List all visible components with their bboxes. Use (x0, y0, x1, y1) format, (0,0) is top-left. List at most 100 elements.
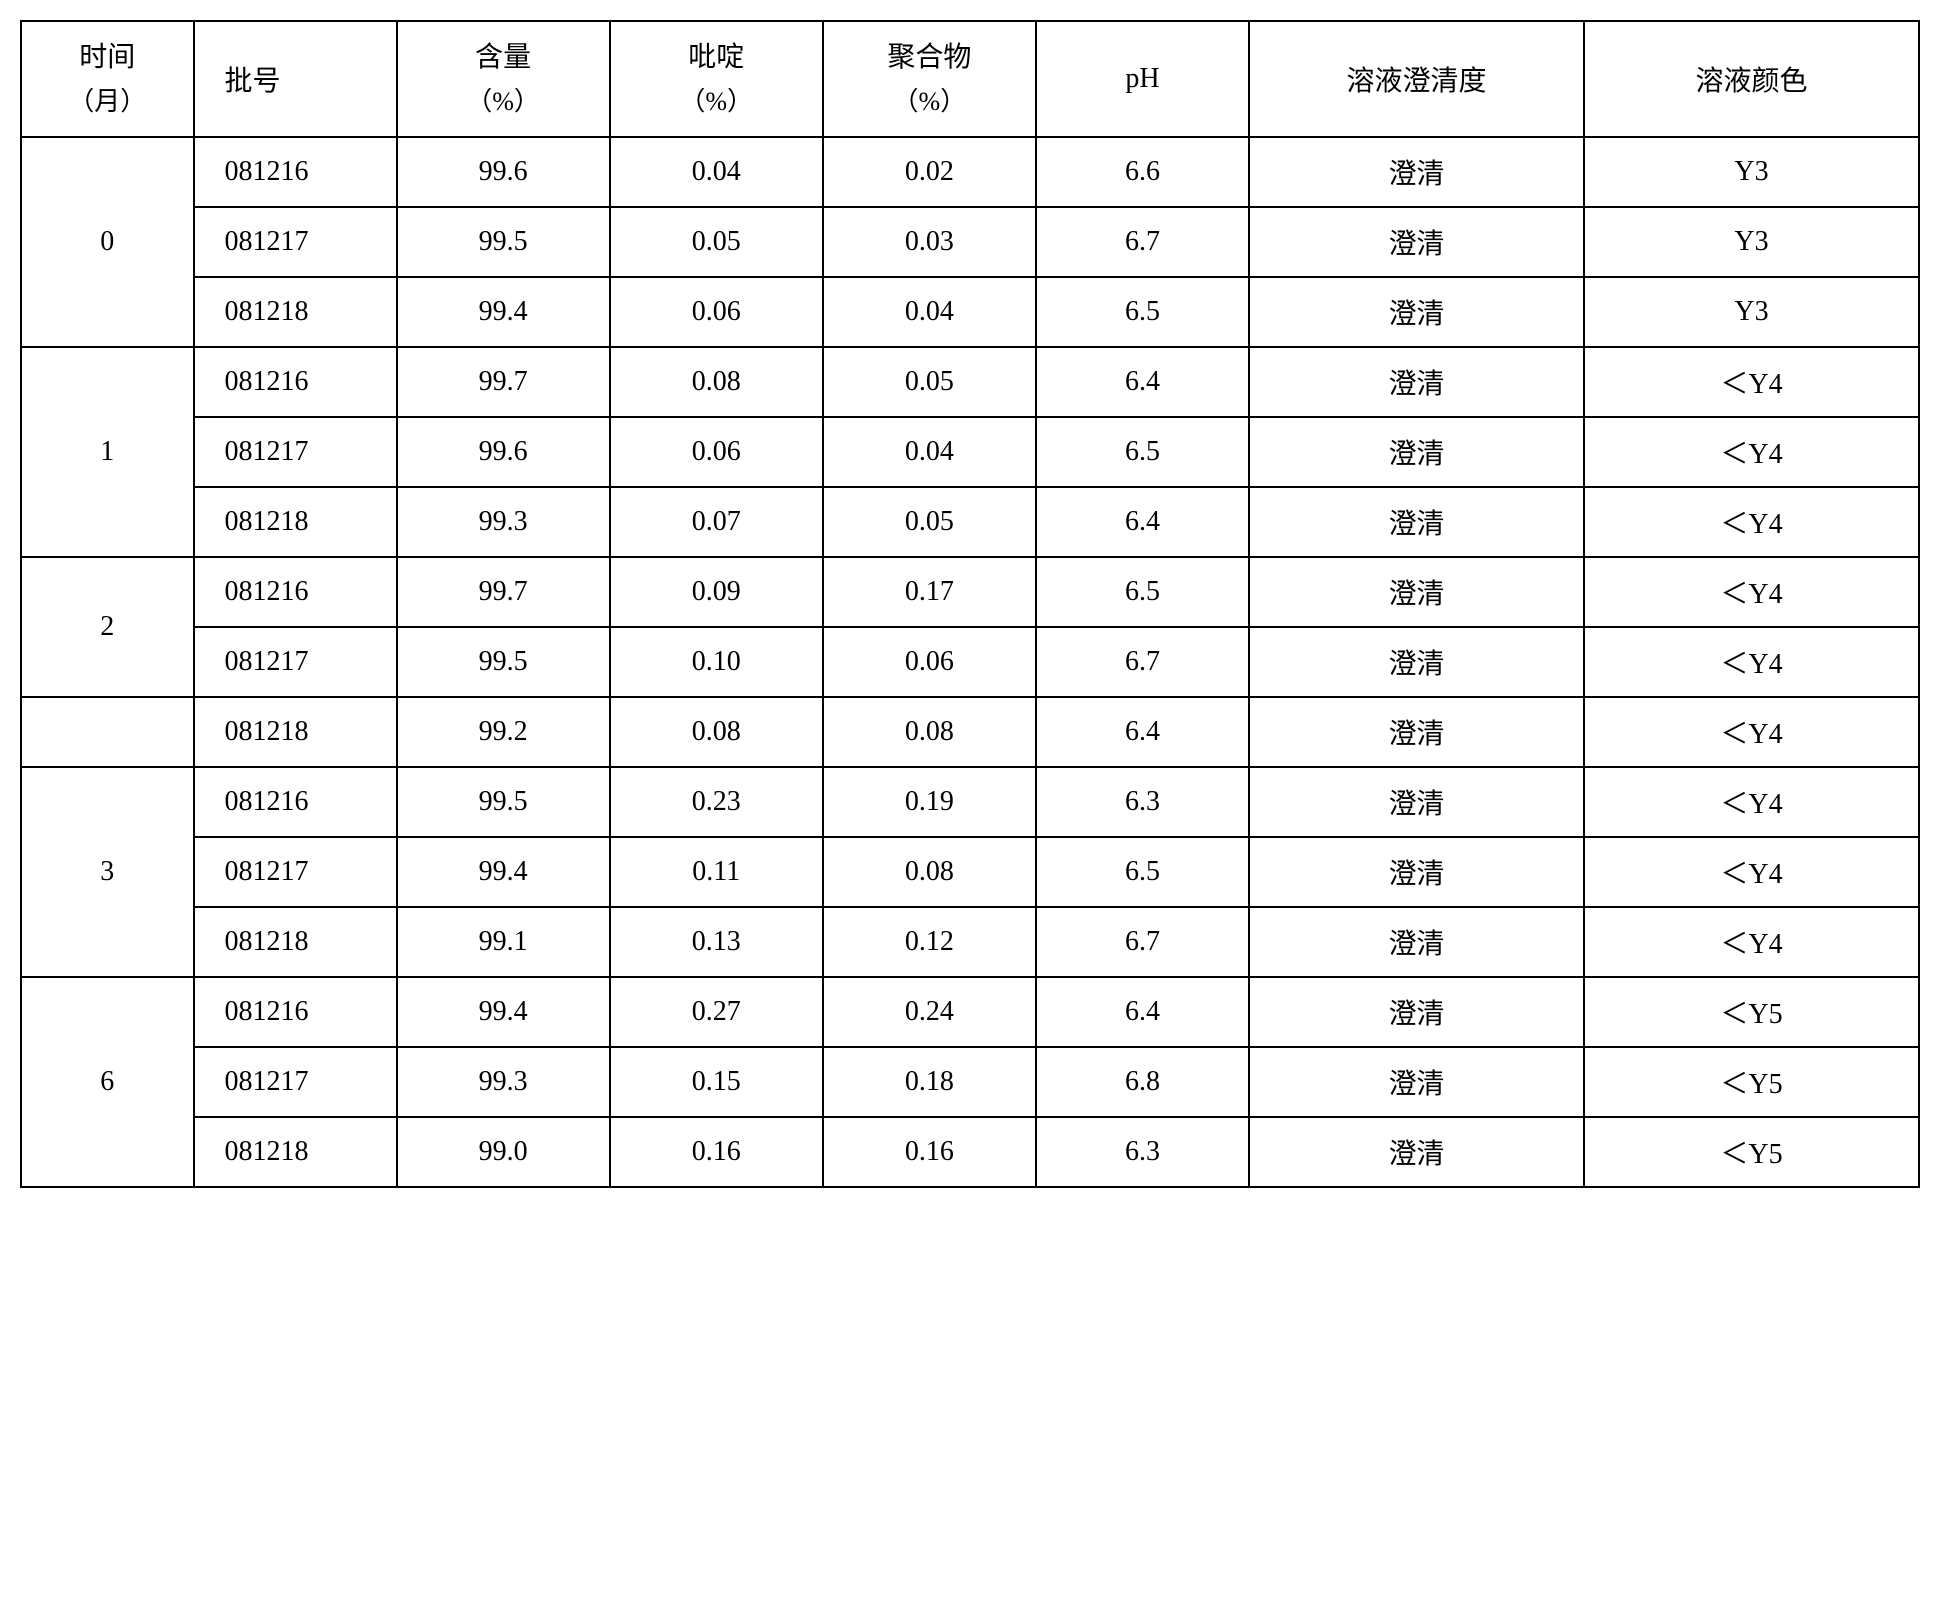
cell-color: ＜Y5 (1584, 977, 1919, 1047)
cell-polymer: 0.18 (823, 1047, 1036, 1117)
header-content-label: 含量 (475, 42, 531, 73)
header-polymer-unit: （%） (832, 81, 1027, 123)
table-row: 108121699.70.080.056.4澄清＜Y4 (21, 347, 1919, 417)
cell-polymer: 0.04 (823, 417, 1036, 487)
cell-color: ＜Y4 (1584, 907, 1919, 977)
cell-color: Y3 (1584, 137, 1919, 207)
table-body: 008121699.60.040.026.6澄清Y308121799.50.05… (21, 137, 1919, 1187)
cell-batch: 081216 (194, 767, 397, 837)
cell-content: 99.1 (397, 907, 610, 977)
cell-batch: 081217 (194, 417, 397, 487)
cell-ph: 6.4 (1036, 697, 1249, 767)
cell-clarity: 澄清 (1249, 487, 1584, 557)
table-row: 08121799.40.110.086.5澄清＜Y4 (21, 837, 1919, 907)
cell-time: 2 (21, 557, 194, 697)
cell-time: 0 (21, 137, 194, 347)
cell-polymer: 0.17 (823, 557, 1036, 627)
cell-color: ＜Y5 (1584, 1047, 1919, 1117)
table-row: 08121899.10.130.126.7澄清＜Y4 (21, 907, 1919, 977)
cell-batch: 081218 (194, 697, 397, 767)
cell-batch: 081216 (194, 977, 397, 1047)
cell-pyridine: 0.08 (610, 347, 823, 417)
cell-batch: 081217 (194, 627, 397, 697)
cell-content: 99.3 (397, 487, 610, 557)
cell-clarity: 澄清 (1249, 1047, 1584, 1117)
cell-batch: 081217 (194, 207, 397, 277)
cell-color: ＜Y4 (1584, 487, 1919, 557)
cell-color: Y3 (1584, 277, 1919, 347)
cell-batch: 081216 (194, 137, 397, 207)
cell-batch: 081217 (194, 1047, 397, 1117)
table-row: 008121699.60.040.026.6澄清Y3 (21, 137, 1919, 207)
header-content: 含量 （%） (397, 21, 610, 137)
cell-polymer: 0.06 (823, 627, 1036, 697)
table-header: 时间 （月） 批号 含量 （%） 吡啶 （%） 聚合物 （%） pH 溶 (21, 21, 1919, 137)
cell-time: 6 (21, 977, 194, 1187)
cell-pyridine: 0.05 (610, 207, 823, 277)
cell-pyridine: 0.08 (610, 697, 823, 767)
cell-clarity: 澄清 (1249, 767, 1584, 837)
cell-pyridine: 0.04 (610, 137, 823, 207)
header-pyridine: 吡啶 （%） (610, 21, 823, 137)
cell-content: 99.4 (397, 837, 610, 907)
cell-ph: 6.4 (1036, 977, 1249, 1047)
cell-ph: 6.3 (1036, 767, 1249, 837)
cell-batch: 081217 (194, 837, 397, 907)
cell-ph: 6.5 (1036, 417, 1249, 487)
header-time-unit: （月） (30, 81, 185, 123)
cell-polymer: 0.05 (823, 347, 1036, 417)
cell-clarity: 澄清 (1249, 1117, 1584, 1187)
header-clarity-label: 溶液澄清度 (1347, 66, 1487, 97)
cell-content: 99.7 (397, 347, 610, 417)
cell-content: 99.4 (397, 277, 610, 347)
cell-ph: 6.5 (1036, 557, 1249, 627)
header-ph-label: pH (1125, 63, 1159, 94)
cell-content: 99.7 (397, 557, 610, 627)
cell-ph: 6.8 (1036, 1047, 1249, 1117)
table-row: 08121799.60.060.046.5澄清＜Y4 (21, 417, 1919, 487)
cell-clarity: 澄清 (1249, 627, 1584, 697)
cell-color: ＜Y4 (1584, 557, 1919, 627)
table-row: 08121899.30.070.056.4澄清＜Y4 (21, 487, 1919, 557)
cell-pyridine: 0.15 (610, 1047, 823, 1117)
cell-clarity: 澄清 (1249, 347, 1584, 417)
table-row: 08121899.00.160.166.3澄清＜Y5 (21, 1117, 1919, 1187)
cell-ph: 6.7 (1036, 207, 1249, 277)
stability-data-table: 时间 （月） 批号 含量 （%） 吡啶 （%） 聚合物 （%） pH 溶 (20, 20, 1920, 1188)
cell-content: 99.6 (397, 137, 610, 207)
header-color: 溶液颜色 (1584, 21, 1919, 137)
cell-ph: 6.6 (1036, 137, 1249, 207)
cell-polymer: 0.08 (823, 697, 1036, 767)
header-time-label: 时间 (79, 42, 135, 73)
cell-color: ＜Y4 (1584, 417, 1919, 487)
cell-color: ＜Y4 (1584, 767, 1919, 837)
table-row: 308121699.50.230.196.3澄清＜Y4 (21, 767, 1919, 837)
cell-ph: 6.4 (1036, 347, 1249, 417)
cell-content: 99.5 (397, 627, 610, 697)
cell-color: Y3 (1584, 207, 1919, 277)
cell-batch: 081218 (194, 1117, 397, 1187)
cell-batch: 081216 (194, 557, 397, 627)
cell-polymer: 0.08 (823, 837, 1036, 907)
cell-polymer: 0.02 (823, 137, 1036, 207)
cell-ph: 6.4 (1036, 487, 1249, 557)
cell-content: 99.6 (397, 417, 610, 487)
cell-ph: 6.7 (1036, 907, 1249, 977)
table-row: 608121699.40.270.246.4澄清＜Y5 (21, 977, 1919, 1047)
header-polymer: 聚合物 （%） (823, 21, 1036, 137)
cell-pyridine: 0.06 (610, 277, 823, 347)
cell-clarity: 澄清 (1249, 137, 1584, 207)
cell-clarity: 澄清 (1249, 557, 1584, 627)
cell-ph: 6.5 (1036, 837, 1249, 907)
cell-pyridine: 0.09 (610, 557, 823, 627)
header-batch-label: 批号 (225, 66, 281, 97)
cell-polymer: 0.05 (823, 487, 1036, 557)
cell-color: ＜Y4 (1584, 697, 1919, 767)
cell-polymer: 0.16 (823, 1117, 1036, 1187)
cell-clarity: 澄清 (1249, 277, 1584, 347)
header-content-unit: （%） (406, 81, 601, 123)
header-pyridine-unit: （%） (619, 81, 814, 123)
cell-content: 99.5 (397, 767, 610, 837)
table-row: 208121699.70.090.176.5澄清＜Y4 (21, 557, 1919, 627)
cell-polymer: 0.04 (823, 277, 1036, 347)
